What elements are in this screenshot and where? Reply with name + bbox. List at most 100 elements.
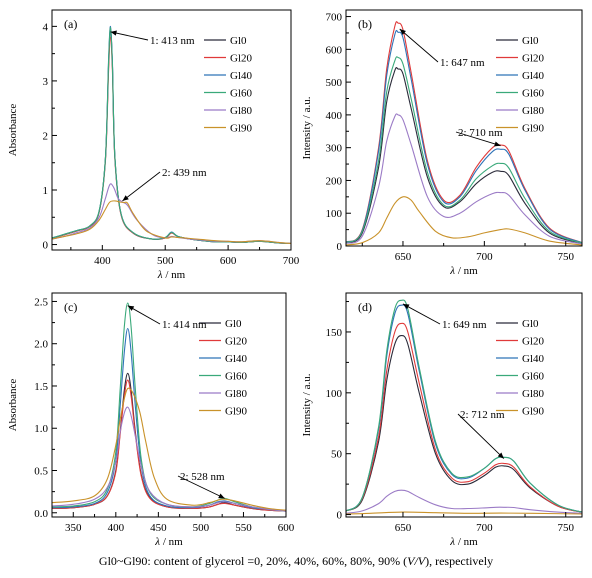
x-axis-label-variable: λ [157,269,163,281]
y-tick-label: 2.5 [34,296,48,308]
series-line-gl90 [346,196,582,246]
panel-label: (a) [64,17,77,31]
y-tick-label: 2.0 [34,339,48,351]
x-axis-label-unit: / nm [455,265,478,277]
series-line-gl0 [52,372,286,512]
x-tick-label: 650 [395,251,412,263]
legend-entry: Gl40 [230,70,253,82]
series-line-gl0 [346,335,582,513]
annotation-arrowhead [399,29,406,35]
series-line-gl40 [52,327,286,512]
legend-entry: Gl90 [225,406,248,418]
x-tick-label: 750 [557,251,574,263]
y-tick-label: 1.0 [34,423,48,435]
annotation-arrowhead [127,305,135,311]
peak-annotation: 1: 413 nm [150,35,195,47]
x-tick-label: 650 [395,522,412,534]
series-group [52,25,291,245]
y-tick-label: 300 [326,143,343,155]
legend-entry: Gl20 [225,336,248,348]
y-tick-label: 100 [326,388,343,400]
y-tick-label: 200 [326,175,343,187]
legend-entry: Gl20 [522,336,545,348]
x-tick-label: 600 [278,522,295,534]
x-tick-label: 400 [94,255,111,267]
series-line-gl40 [346,29,582,244]
y-tick-label: 100 [326,208,343,220]
annotation-arrowhead [110,30,117,36]
series-line-gl40 [52,25,291,245]
x-tick-label: 450 [150,522,167,534]
legend: Gl0 Gl20 Gl40 Gl60 Gl80 Gl90 [199,318,248,418]
series-line-gl20 [346,322,582,513]
legend-entry: Gl90 [230,123,253,135]
plot-frame [345,9,583,247]
y-tick-label: 4 [43,21,49,33]
peak-annotation: 2: 528 nm [180,471,225,483]
y-tick-label: 0.5 [34,466,48,478]
figure-caption: Gl0~Gl90: content of glycerol =0, 20%, 4… [0,554,592,569]
x-tick-label: 550 [235,522,252,534]
x-axis-label-unit: / nm [455,536,478,548]
y-tick-label: 3 [43,76,49,88]
annotation-arrowhead [497,452,504,459]
legend-entry: Gl0 [522,35,539,47]
x-axis-label-unit: / nm [160,536,183,548]
y-tick-label: 0.0 [34,508,48,520]
legend-entry: Gl90 [522,123,545,135]
x-axis-label: λ / nm [154,536,183,548]
series-line-gl90 [52,200,291,245]
y-axis-label: Intensity / a.u. [301,96,313,159]
peak-annotation: 1: 649 nm [442,319,487,331]
caption-suffix: ), respectively [425,554,494,568]
plot-frame [51,9,292,251]
y-tick-label: 0 [337,241,343,253]
annotation-arrow-line [122,171,161,202]
annotation-arrow-line [457,413,505,459]
y-tick-label: 1 [43,185,49,197]
annotation-arrowhead [218,493,225,499]
y-axis-label: Intensity / a.u. [301,373,313,436]
chart-panel-2: 650 700 750 0 100 200 300 400 500 600 700 λ / nm Int… [301,9,583,277]
x-tick-label: 500 [193,522,210,534]
panel-label: (c) [64,300,77,314]
x-axis-label: λ / nm [449,536,478,548]
annotation-arrow-line [455,131,501,147]
series-line-gl80 [346,113,582,245]
x-tick-label: 500 [157,255,174,267]
series-line-gl0 [52,28,291,245]
legend-entry: Gl40 [522,70,545,82]
legend-entry: Gl60 [230,88,253,100]
panel-label: (d) [358,300,372,314]
y-tick-label: 2 [43,130,49,142]
legend-entry: Gl0 [522,318,539,330]
legend-entry: Gl60 [225,371,248,383]
annotation-arrowhead [402,303,410,310]
x-tick-label: 700 [283,255,300,267]
y-axis-label: Absorbance [7,379,19,432]
y-tick-label: 150 [326,327,343,339]
x-tick-label: 600 [220,255,237,267]
annotation-arrow-line [127,305,161,325]
y-tick-label: 1.5 [34,381,48,393]
peak-annotation: 1: 414 nm [162,319,207,331]
series-group [52,302,286,512]
series-line-gl0 [346,67,582,244]
legend: Gl0 Gl20 Gl40 Gl60 Gl80 Gl90 [496,318,545,418]
figure-panels: 400 500 600 700 0 1 2 3 4 λ / nm Absorbance (a) Gl0 G… [7,9,583,548]
series-line-gl60 [52,26,291,245]
x-tick-label: 400 [108,522,125,534]
panel-label: (b) [358,17,372,31]
series-group [346,299,582,515]
plot-frame [51,292,287,518]
series-line-gl60 [346,56,582,244]
caption-vv: V/V [407,554,426,568]
annotation-arrow-line [399,28,439,63]
legend-entry: Gl0 [225,318,242,330]
annotation-arrowhead [122,195,129,201]
x-axis-label-variable: λ [154,536,160,548]
legend: Gl0 Gl20 Gl40 Gl60 Gl80 Gl90 [496,35,545,135]
legend-entry: Gl90 [522,406,545,418]
annotation-arrowhead [494,141,501,147]
legend-entry: Gl60 [522,88,545,100]
